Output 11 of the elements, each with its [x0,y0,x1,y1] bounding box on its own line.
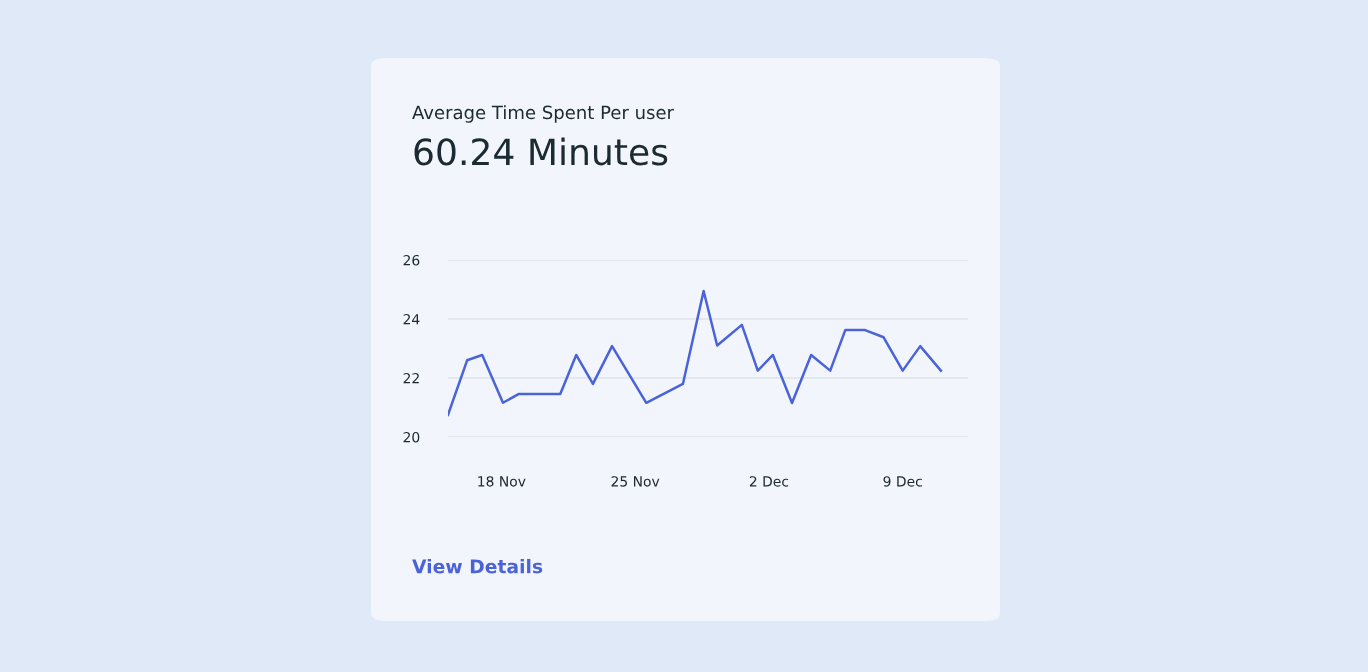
x-tick-label: 18 Nov [478,476,526,487]
y-tick-label: 24 [403,313,420,325]
x-tick-label: 9 Dec [883,476,922,487]
x-tick-label: 25 Nov [611,476,660,487]
y-tick-label: 26 [403,254,420,266]
x-tick-label: 2 Dec [749,476,789,487]
chart-title: Average Time Spent Per user [412,105,674,123]
y-tick-label: 20 [403,431,420,443]
y-tick-label: 22 [403,372,419,384]
text: View Details [412,558,543,574]
chart-subtitle: 60.24 Minutes [414,137,668,166]
